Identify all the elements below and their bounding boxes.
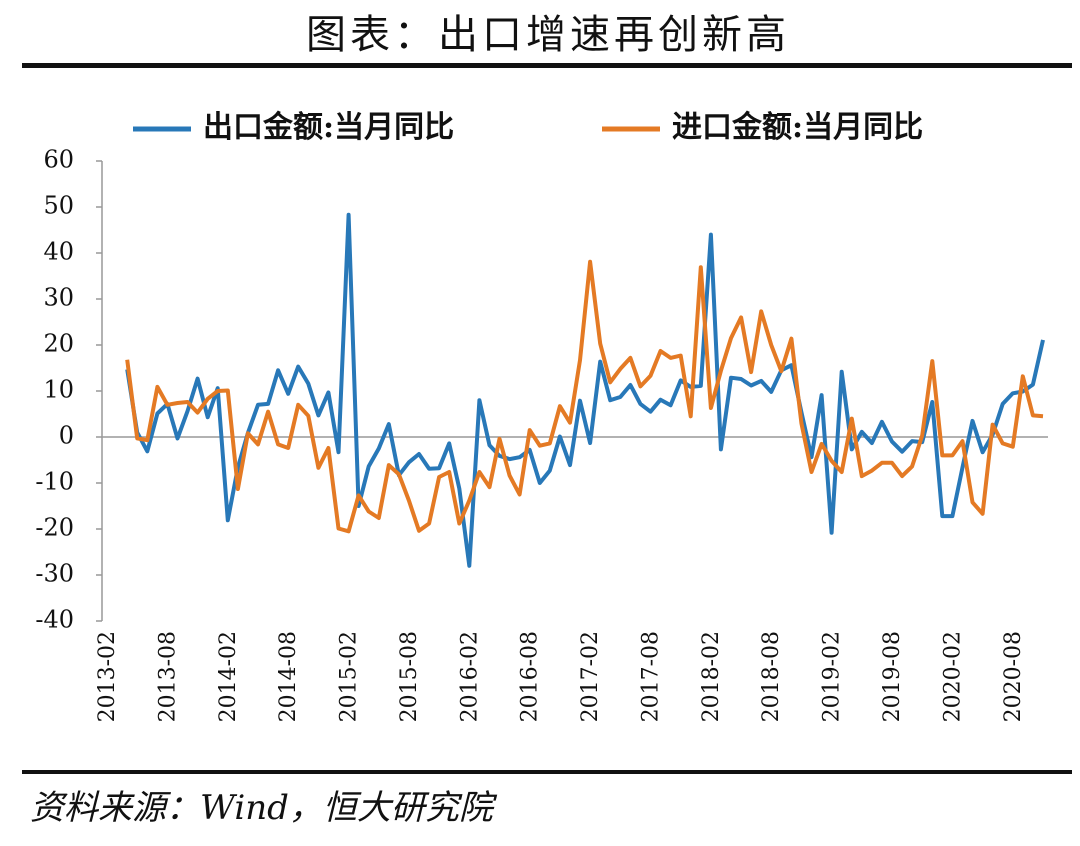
x-tick-label: 2016-02 <box>457 631 482 722</box>
x-tick-label: 2018-02 <box>699 631 724 722</box>
y-tick-label: 40 <box>43 238 74 266</box>
legend-label: 进口金额:当月同比 <box>672 110 923 145</box>
x-tick-label: 2013-02 <box>95 631 120 722</box>
x-tick-label: 2015-08 <box>397 631 422 722</box>
y-tick-label: 0 <box>59 422 74 450</box>
x-tick-label: 2013-08 <box>155 631 180 722</box>
source-note: 资料来源：Wind，恒大研究院 <box>30 788 498 828</box>
x-tick-label: 2016-08 <box>518 631 543 722</box>
x-tick-label: 2020-08 <box>1001 631 1026 722</box>
x-tick-label: 2014-08 <box>276 631 301 722</box>
x-tick-label: 2017-02 <box>578 631 603 722</box>
y-tick-label: 20 <box>43 330 74 358</box>
y-tick-label: 60 <box>43 146 74 174</box>
series-line <box>125 259 1044 534</box>
x-tick-label: 2018-08 <box>759 631 784 722</box>
top-rule <box>22 63 1072 68</box>
y-tick-label: -20 <box>35 514 74 542</box>
x-tick-label: 2019-02 <box>820 631 845 722</box>
x-tick-label: 2020-02 <box>940 631 965 722</box>
legend-label: 出口金额:当月同比 <box>203 110 454 145</box>
x-tick-label: 2019-08 <box>880 631 905 722</box>
series-line <box>125 212 1045 568</box>
x-tick-label: 2014-02 <box>216 631 241 722</box>
y-tick-label: -40 <box>35 606 74 634</box>
bottom-rule <box>22 770 1072 774</box>
y-tick-label: -30 <box>35 560 74 588</box>
x-tick-label: 2015-02 <box>337 631 362 722</box>
chart-title: 图表：出口增速再创新高 <box>306 12 790 58</box>
y-tick-label: 30 <box>43 284 74 312</box>
y-tick-label: 50 <box>43 192 74 220</box>
y-tick-label: -10 <box>35 468 74 496</box>
y-tick-label: 10 <box>43 376 74 404</box>
x-tick-label: 2017-08 <box>638 631 663 722</box>
